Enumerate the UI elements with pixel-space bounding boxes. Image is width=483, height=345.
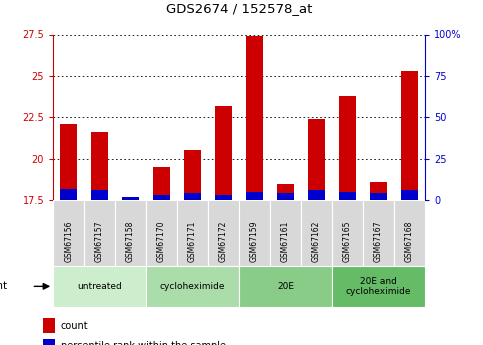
Bar (43, 318, 55, 333)
Text: GSM67165: GSM67165 (343, 221, 352, 262)
Bar (122, 198, 139, 200)
Bar (53, 266, 146, 307)
Bar (146, 266, 239, 307)
Bar (401, 190, 418, 200)
Bar (301, 200, 332, 266)
Bar (370, 182, 387, 200)
Text: GSM67162: GSM67162 (312, 221, 321, 262)
Bar (84, 200, 115, 266)
Bar (239, 266, 332, 307)
Text: 20E: 20E (277, 282, 294, 291)
Text: GSM67168: GSM67168 (405, 221, 414, 262)
Text: GSM67167: GSM67167 (374, 221, 383, 262)
Bar (60, 188, 77, 200)
Text: GSM67158: GSM67158 (126, 221, 135, 262)
Bar (91, 190, 108, 200)
Bar (246, 192, 263, 200)
Bar (60, 124, 77, 200)
Text: 20E and
cycloheximide: 20E and cycloheximide (346, 277, 412, 296)
Bar (401, 71, 418, 200)
Bar (246, 36, 263, 200)
Text: untreated: untreated (77, 282, 122, 291)
Text: GDS2674 / 152578_at: GDS2674 / 152578_at (166, 2, 313, 16)
Bar (177, 200, 208, 266)
Bar (277, 184, 294, 200)
Text: agent: agent (0, 282, 7, 291)
Bar (208, 200, 239, 266)
Bar (339, 96, 356, 200)
Bar (332, 266, 425, 307)
Bar (277, 194, 294, 200)
Bar (43, 339, 55, 345)
Bar (270, 200, 301, 266)
Bar (363, 200, 394, 266)
Bar (184, 194, 201, 200)
Text: GSM67171: GSM67171 (188, 221, 197, 262)
Bar (370, 194, 387, 200)
Text: count: count (61, 321, 88, 331)
Text: GSM67172: GSM67172 (219, 221, 228, 262)
Bar (122, 197, 139, 200)
Bar (239, 200, 270, 266)
Bar (215, 195, 232, 200)
Text: cycloheximide: cycloheximide (160, 282, 226, 291)
Bar (308, 119, 325, 200)
Bar (332, 200, 363, 266)
Bar (115, 200, 146, 266)
Bar (153, 167, 170, 200)
Text: GSM67157: GSM67157 (95, 221, 104, 262)
Bar (339, 192, 356, 200)
Bar (308, 190, 325, 200)
Text: GSM67159: GSM67159 (250, 221, 259, 262)
Bar (53, 200, 84, 266)
Bar (184, 150, 201, 200)
Text: GSM67161: GSM67161 (281, 221, 290, 262)
Bar (153, 195, 170, 200)
Text: percentile rank within the sample: percentile rank within the sample (61, 341, 226, 345)
Bar (215, 106, 232, 200)
Bar (91, 132, 108, 200)
Text: GSM67170: GSM67170 (157, 221, 166, 262)
Bar (394, 200, 425, 266)
Bar (146, 200, 177, 266)
Text: GSM67156: GSM67156 (64, 221, 73, 262)
